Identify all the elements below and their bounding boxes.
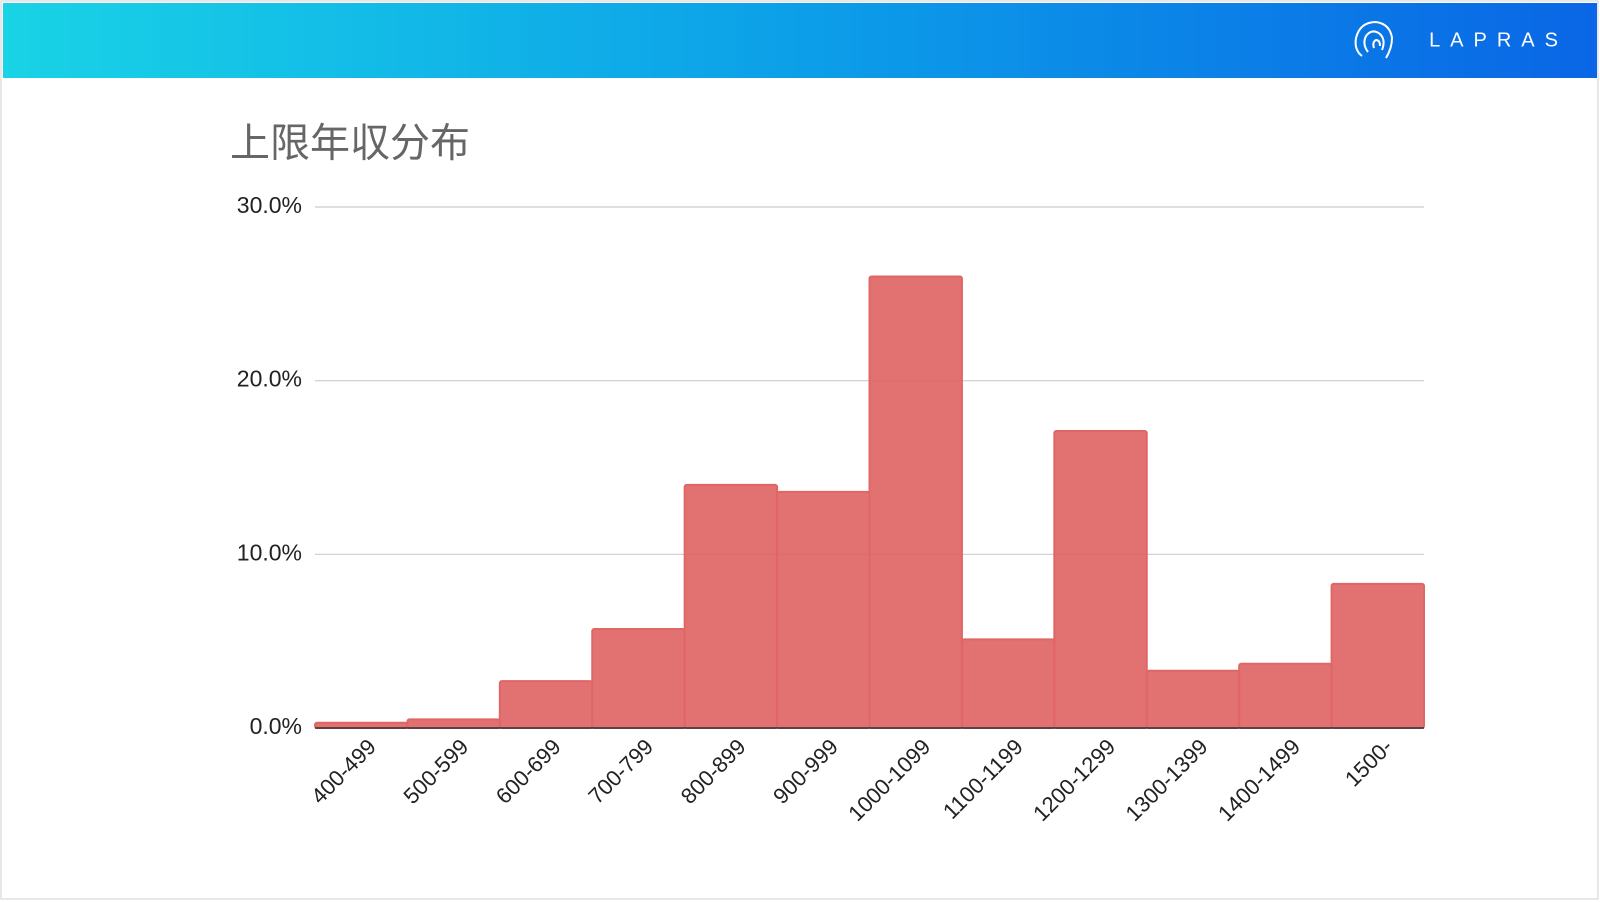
brand: LAPRAS [1429,29,1568,51]
y-tick-label: 20.0% [237,366,302,392]
y-tick-label: 30.0% [237,192,302,218]
area-step [960,638,1056,729]
y-tick-label: 10.0% [237,539,302,565]
banner [3,3,1597,78]
chart-title: 上限年収分布 [230,122,470,166]
area-step [1238,662,1333,730]
area-step [591,628,686,730]
area-step [1053,430,1148,729]
area-step [776,490,871,729]
area-step [406,718,501,729]
area-step [1145,669,1241,730]
area-step [314,721,409,729]
area-step [683,483,779,729]
y-tick-label: 0.0% [250,713,302,739]
area-step [868,275,963,729]
area-step [498,680,594,729]
logo-icon [1354,20,1394,59]
area-step [1330,582,1426,730]
